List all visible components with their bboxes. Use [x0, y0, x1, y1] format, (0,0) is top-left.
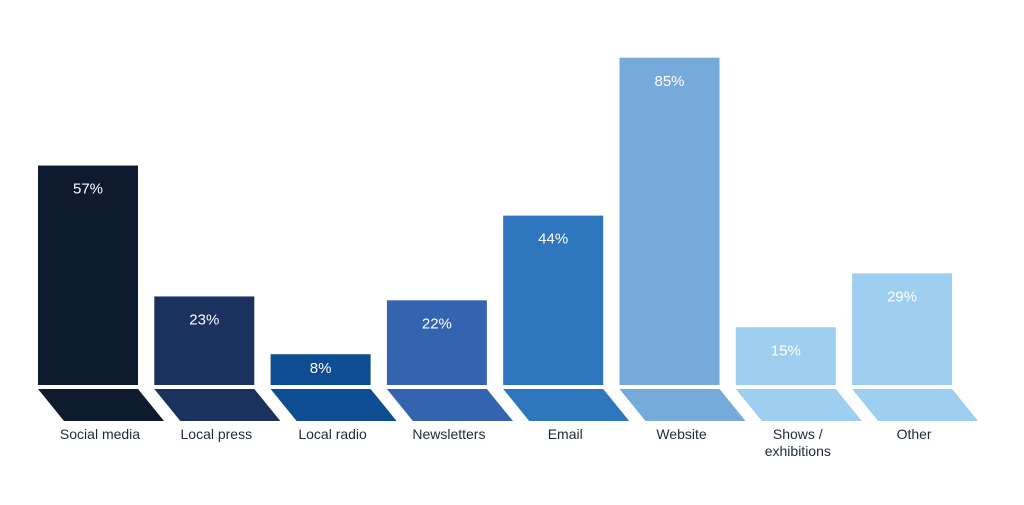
- category-label: Website: [656, 426, 707, 442]
- category-label: Other: [897, 426, 932, 442]
- bar: [619, 57, 720, 385]
- bar-base: [503, 389, 630, 421]
- category-label: Newsletters: [412, 426, 485, 442]
- data-label: 29%: [887, 288, 917, 305]
- data-label: 85%: [654, 73, 684, 90]
- category-label: Email: [548, 426, 583, 442]
- bar-base: [38, 389, 164, 421]
- category-label: Local press: [181, 426, 253, 442]
- category-label: Local radio: [298, 426, 367, 442]
- bar-base: [270, 389, 397, 421]
- category-label: Social media: [60, 426, 140, 442]
- data-label: 23%: [189, 311, 219, 328]
- data-label: 22%: [422, 315, 452, 332]
- bar: [852, 273, 953, 385]
- bar-base: [386, 389, 513, 421]
- bar: [735, 327, 836, 385]
- data-label: 57%: [73, 181, 103, 198]
- bar-base: [154, 389, 281, 421]
- bar-base: [852, 389, 979, 421]
- bar: [503, 215, 604, 385]
- bar: [154, 296, 255, 385]
- bar: [386, 300, 487, 385]
- data-label: 8%: [310, 360, 332, 377]
- category-label: exhibitions: [765, 443, 831, 459]
- data-label: 15%: [771, 342, 801, 359]
- category-label: Shows /: [773, 426, 823, 442]
- bars-group: 57% Social media 23% Local press 8% Local rad…: [38, 57, 979, 459]
- bar: [38, 165, 138, 385]
- bar-base: [619, 389, 746, 421]
- data-label: 44%: [538, 231, 568, 248]
- bar: [270, 354, 371, 385]
- bar-base: [735, 389, 862, 421]
